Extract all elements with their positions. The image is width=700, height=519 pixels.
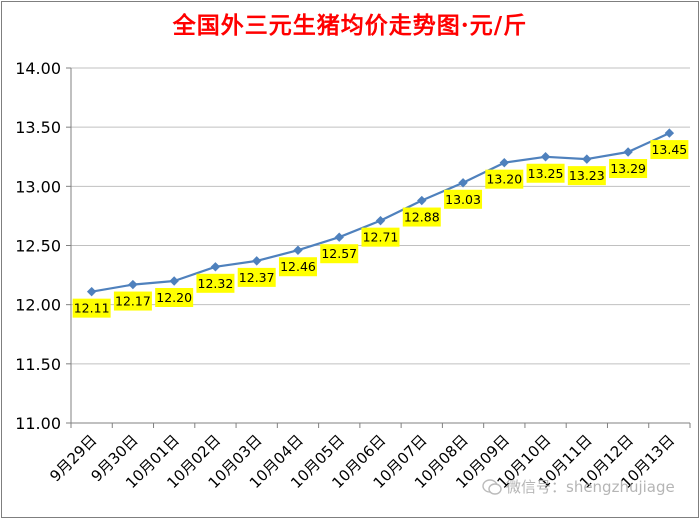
data-label: 12.32 bbox=[198, 276, 234, 291]
data-point bbox=[251, 256, 262, 266]
y-tick-label: 11.00 bbox=[15, 414, 61, 433]
data-label-bg bbox=[567, 166, 606, 186]
data-label: 12.71 bbox=[363, 230, 399, 245]
data-point bbox=[458, 178, 468, 188]
data-label-bg bbox=[361, 227, 400, 247]
y-tick-label: 11.50 bbox=[15, 355, 61, 374]
data-label: 12.46 bbox=[280, 259, 316, 274]
watermark: 微信号：shengzhujiage bbox=[482, 476, 675, 497]
data-label-bg bbox=[113, 291, 152, 311]
data-point bbox=[417, 195, 427, 206]
y-tick-label: 12.50 bbox=[15, 237, 61, 256]
data-label: 13.25 bbox=[528, 166, 564, 181]
data-label-bg bbox=[72, 298, 111, 318]
data-point bbox=[499, 157, 510, 168]
y-tick-label: 12.00 bbox=[15, 296, 61, 315]
data-label: 12.57 bbox=[321, 246, 357, 261]
data-label: 12.20 bbox=[156, 290, 192, 305]
data-point bbox=[623, 147, 633, 157]
data-label-bg bbox=[278, 257, 317, 277]
data-label: 13.03 bbox=[445, 192, 481, 207]
data-label-bg bbox=[237, 267, 276, 287]
y-tick-label: 14.00 bbox=[15, 59, 61, 78]
data-label: 13.20 bbox=[486, 172, 522, 187]
data-point bbox=[128, 279, 138, 290]
data-point bbox=[334, 232, 344, 242]
data-label: 13.29 bbox=[610, 161, 646, 176]
series-line bbox=[91, 132, 670, 293]
data-label: 12.88 bbox=[404, 210, 440, 225]
data-point bbox=[210, 262, 221, 272]
data-point bbox=[169, 276, 179, 286]
data-label-bg bbox=[155, 288, 194, 307]
watermark-text: 微信号：shengzhujiage bbox=[506, 478, 675, 496]
data-label-bg bbox=[650, 140, 689, 160]
data-point bbox=[293, 245, 303, 255]
y-tick-label: 13.00 bbox=[15, 177, 61, 196]
data-point bbox=[664, 128, 675, 138]
data-label: 13.45 bbox=[651, 142, 687, 157]
data-label: 12.11 bbox=[74, 301, 110, 316]
data-label-bg bbox=[196, 273, 235, 293]
data-point bbox=[540, 152, 551, 162]
data-label-bg bbox=[402, 207, 441, 227]
data-label-bg bbox=[609, 159, 648, 179]
data-label-bg bbox=[320, 244, 359, 264]
wechat-icon bbox=[482, 478, 502, 495]
data-point bbox=[86, 286, 97, 297]
data-label: 13.23 bbox=[569, 168, 605, 183]
y-tick-label: 13.50 bbox=[15, 118, 61, 137]
data-label-bg bbox=[485, 169, 524, 189]
chart-title: 全国外三元生猪均价走势图·元/斤 bbox=[172, 12, 528, 39]
data-point bbox=[375, 215, 386, 226]
data-label: 12.17 bbox=[115, 294, 151, 309]
data-label: 12.37 bbox=[239, 270, 275, 285]
data-label-bg bbox=[444, 189, 483, 209]
data-label-bg bbox=[526, 163, 565, 183]
data-point bbox=[582, 154, 592, 164]
